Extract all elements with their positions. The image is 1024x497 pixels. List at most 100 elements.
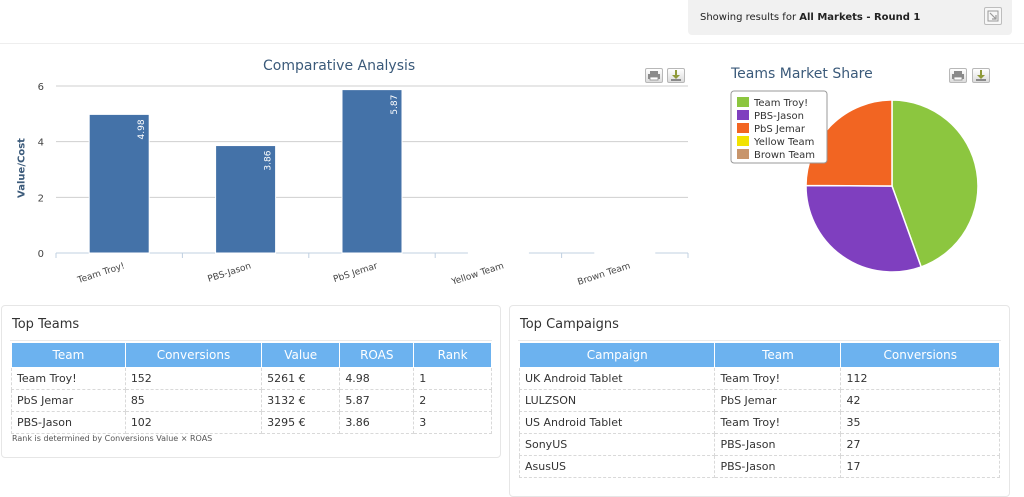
- top-campaigns-title: Top Campaigns: [520, 317, 619, 332]
- pie-print-button[interactable]: [949, 68, 967, 83]
- header-divider: [0, 43, 1024, 44]
- campaign-cell: LULZSON: [518, 389, 716, 412]
- table-header-row: Campaign Team Conversions: [518, 342, 1000, 368]
- results-market-round: All Markets - Round 1: [799, 12, 921, 23]
- column-header[interactable]: Campaign: [518, 342, 716, 368]
- legend-swatch: [737, 136, 749, 146]
- conversions-cell: 27: [840, 433, 1000, 456]
- legend-swatch: [737, 123, 749, 133]
- conversions-cell: 35: [840, 411, 1000, 434]
- pie-slice[interactable]: [891, 99, 979, 268]
- column-header[interactable]: Conversions: [124, 342, 263, 368]
- conversions-cell: 17: [840, 455, 1000, 478]
- legend-swatch: [737, 149, 749, 159]
- top-teams-divider: [10, 340, 492, 341]
- table-row: US Android Tablet Team Troy! 35: [518, 411, 1000, 434]
- table-row: PbS Jemar 85 3132 € 5.87 2: [11, 389, 492, 412]
- team-cell: PBS-Jason: [714, 433, 842, 456]
- team-cell: PbS Jemar: [714, 389, 842, 412]
- bar[interactable]: [467, 251, 529, 254]
- rank-note: Rank is determined by Conversions Value …: [12, 434, 213, 443]
- legend-label[interactable]: PBS-Jason: [754, 111, 804, 122]
- bar-data-label: 3.86: [264, 150, 274, 170]
- top-teams-panel: Top Teams Team Conversions Value ROAS Ra…: [1, 305, 501, 458]
- table-header-row: Team Conversions Value ROAS Rank: [11, 342, 492, 368]
- bar-data-label: 5.87: [390, 95, 400, 115]
- bar-print-button[interactable]: [645, 68, 663, 83]
- team-cell: Team Troy!: [714, 411, 842, 434]
- team-cell: Team Troy!: [714, 367, 842, 390]
- pie-slice[interactable]: [805, 184, 923, 273]
- print-icon: [952, 71, 964, 81]
- top-teams-title: Top Teams: [12, 317, 80, 332]
- pie-download-button[interactable]: [972, 68, 990, 83]
- bar-chart-title: Comparative Analysis: [263, 58, 416, 74]
- column-header[interactable]: Value: [261, 342, 341, 368]
- table-row: Team Troy! 152 5261 € 4.98 1: [11, 367, 492, 390]
- bar[interactable]: [594, 251, 656, 254]
- expand-button[interactable]: [984, 7, 1002, 25]
- bar[interactable]: [341, 89, 403, 254]
- table-row: AsusUS PBS-Jason 17: [518, 455, 1000, 478]
- column-header[interactable]: Team: [11, 342, 126, 368]
- x-tick-label: Brown Team: [576, 261, 631, 287]
- results-bar: Showing results for All Markets - Round …: [688, 0, 1012, 35]
- conversions-cell: 42: [840, 389, 1000, 412]
- table-row: SonyUS PBS-Jason 27: [518, 433, 1000, 456]
- value-cell: 3295 €: [261, 411, 341, 434]
- campaign-cell: US Android Tablet: [518, 411, 716, 434]
- bar-data-label: 4.98: [137, 119, 147, 139]
- column-header[interactable]: Team: [714, 342, 842, 368]
- conversions-cell: 112: [840, 367, 1000, 390]
- campaign-cell: SonyUS: [518, 433, 716, 456]
- top-teams-table: Team Conversions Value ROAS Rank Team Tr…: [11, 342, 492, 434]
- roas-cell: 5.87: [339, 389, 415, 412]
- table-row: PBS-Jason 102 3295 € 3.86 3: [11, 411, 492, 434]
- legend-label[interactable]: Team Troy!: [753, 98, 808, 109]
- roas-cell: 3.86: [339, 411, 415, 434]
- team-cell: PBS-Jason: [11, 411, 126, 434]
- pie-chart: Team Troy! PBS-Jason PbS Jemar Yellow Team B…: [730, 90, 979, 273]
- y-tick-label: 2: [38, 193, 44, 204]
- campaign-cell: UK Android Tablet: [518, 367, 716, 390]
- rank-cell: 2: [413, 389, 492, 412]
- download-icon: [976, 70, 986, 81]
- x-tick-label: PBS-Jason: [207, 261, 253, 284]
- bar-download-button[interactable]: [667, 68, 685, 83]
- top-campaigns-table: Campaign Team Conversions UK Android Tab…: [518, 342, 1000, 478]
- bar[interactable]: [88, 113, 150, 254]
- x-tick-label: PbS Jemar: [332, 261, 379, 285]
- pie-slice[interactable]: [805, 99, 893, 187]
- rank-cell: 1: [413, 367, 492, 390]
- top-campaigns-divider: [518, 340, 1001, 341]
- bar[interactable]: [215, 145, 277, 254]
- campaign-cell: AsusUS: [518, 455, 716, 478]
- legend-label[interactable]: Yellow Team: [753, 137, 814, 148]
- x-tick-label: Yellow Team: [450, 261, 506, 288]
- conversions-cell: 152: [124, 367, 263, 390]
- value-cell: 3132 €: [261, 389, 341, 412]
- table-row: UK Android Tablet Team Troy! 112: [518, 367, 1000, 390]
- y-tick-label: 4: [38, 138, 44, 149]
- legend-label[interactable]: Brown Team: [754, 150, 815, 161]
- pie-chart-title: Teams Market Share: [731, 66, 873, 82]
- results-prefix: Showing results for: [700, 12, 797, 23]
- column-header[interactable]: ROAS: [339, 342, 415, 368]
- expand-icon: [987, 10, 999, 22]
- team-cell: PBS-Jason: [714, 455, 842, 478]
- legend-label[interactable]: PbS Jemar: [754, 124, 806, 135]
- rank-cell: 3: [413, 411, 492, 434]
- bar-chart: 0 2 4 6 4.98 Team Troy! 3.86 PBS-Jason 5.87 PbS J…: [38, 82, 689, 288]
- print-icon: [648, 71, 660, 81]
- y-tick-label: 0: [38, 249, 44, 260]
- column-header[interactable]: Conversions: [840, 342, 1000, 368]
- legend-swatch: [737, 97, 749, 107]
- column-header[interactable]: Rank: [413, 342, 492, 368]
- team-cell: Team Troy!: [11, 367, 126, 390]
- x-tick-label: Team Troy!: [76, 261, 126, 286]
- results-text: Showing results for All Markets - Round …: [700, 12, 920, 23]
- legend: Team Troy! PBS-Jason PbS Jemar Yellow Team B…: [730, 90, 828, 164]
- conversions-cell: 102: [124, 411, 263, 434]
- legend-swatch: [737, 110, 749, 120]
- conversions-cell: 85: [124, 389, 263, 412]
